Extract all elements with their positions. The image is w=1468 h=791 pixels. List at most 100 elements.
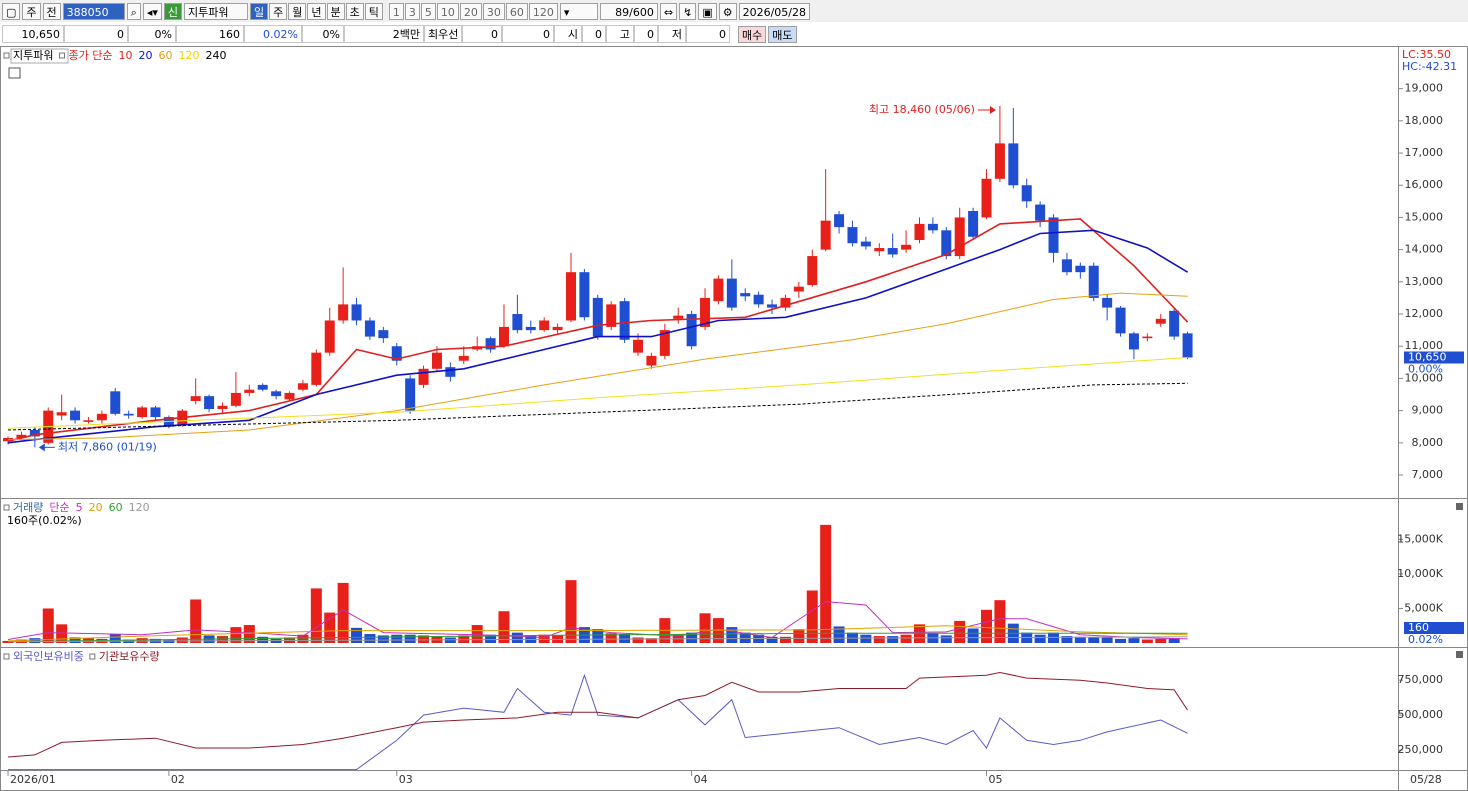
legend-icon: [3, 653, 10, 660]
candle-body: [190, 396, 201, 401]
candle-body: [740, 293, 751, 297]
candle-body: [954, 217, 965, 257]
candle-body: [619, 301, 630, 340]
info-cell: 2백만: [344, 25, 424, 43]
candle-body: [633, 339, 644, 353]
candle-body: [244, 389, 255, 393]
legend-prefix: 종가 단순: [68, 49, 112, 62]
interval-button[interactable]: 분: [326, 2, 345, 20]
sound-button[interactable]: ◂▾: [142, 2, 162, 20]
volume-bar: [471, 625, 483, 643]
interval-button[interactable]: 년: [307, 2, 326, 20]
candle-body: [1142, 336, 1153, 339]
volume-bar: [377, 635, 389, 643]
y-tick-label: 8,000: [1412, 436, 1444, 449]
tool-button[interactable]: ⇔: [659, 2, 678, 20]
unit-button[interactable]: 30: [482, 2, 505, 20]
y-tick-label: 14,000: [1405, 243, 1444, 256]
title-box: [10, 48, 69, 64]
period-select[interactable]: 주: [22, 2, 41, 20]
y-tick-label: 250,000: [1398, 743, 1444, 756]
name-input[interactable]: 지투파워: [184, 2, 248, 20]
candle-body: [1008, 143, 1019, 186]
unit-button[interactable]: 60: [505, 2, 528, 20]
info-cell: 0: [582, 25, 606, 43]
candle-body: [137, 407, 148, 418]
table-icon[interactable]: [8, 67, 21, 79]
unit-button[interactable]: 3: [404, 2, 420, 20]
candle-body: [673, 315, 684, 319]
candle-body: [1075, 265, 1086, 273]
y-tick-label: 12,000: [1405, 307, 1444, 320]
date-input[interactable]: 2026/05/28: [738, 2, 810, 20]
volume-bar: [887, 636, 899, 643]
current-change: 0.02%: [1408, 633, 1443, 646]
candle-body: [1102, 297, 1113, 308]
unit-button[interactable]: 10: [436, 2, 459, 20]
legend-entry: 120: [178, 49, 199, 62]
legend-entry: 60: [109, 501, 123, 514]
info-cell: 0: [502, 25, 554, 43]
candle-body: [1061, 259, 1072, 273]
volume-bar: [243, 625, 255, 643]
mode-button[interactable]: 전: [42, 2, 61, 20]
candle-body: [901, 244, 912, 250]
candle-body: [914, 223, 925, 240]
save-button[interactable]: ▣: [698, 2, 717, 20]
volume-bar: [873, 636, 885, 643]
unit-group: 1 3 5 10 20 30 60 120: [388, 2, 558, 20]
unit-button[interactable]: 5: [420, 2, 436, 20]
interval-button[interactable]: 주: [269, 2, 288, 20]
legend-prefix: 단순: [49, 501, 69, 514]
y-tick-label: 15,000: [1405, 210, 1444, 223]
info-cell: 0: [462, 25, 502, 43]
unit-button[interactable]: 1: [388, 2, 404, 20]
candle-body: [1021, 185, 1032, 202]
unit-button[interactable]: 120: [528, 2, 558, 20]
candle-body: [874, 248, 885, 252]
window-icon[interactable]: ▢: [2, 2, 21, 20]
sell-button[interactable]: 매도: [768, 25, 797, 43]
candle-body: [820, 220, 831, 250]
interval-button[interactable]: 틱: [364, 2, 383, 20]
volume-bar: [190, 599, 202, 643]
volume-bar: [592, 629, 604, 643]
volume-bar: [42, 608, 54, 643]
y-tick-label: 13,000: [1405, 275, 1444, 288]
candle-body: [753, 294, 764, 305]
unit-button[interactable]: 20: [459, 2, 482, 20]
buy-button[interactable]: 매수: [738, 25, 767, 43]
candle-body: [351, 304, 362, 321]
close-box[interactable]: [1456, 651, 1463, 658]
count-input[interactable]: 89/600: [599, 2, 658, 20]
blank-select[interactable]: ▾: [559, 2, 598, 20]
volume-bar: [645, 638, 657, 643]
volume-bar: [418, 635, 430, 643]
info-cells: 10,650 0 0% 160 0.02% 0% 2백만 최우선 0 0 시 0 고 0 저 0: [2, 25, 730, 43]
candle-body: [110, 391, 121, 414]
frame: [0, 46, 1468, 791]
settings-button[interactable]: ⚙: [718, 2, 737, 20]
interval-button[interactable]: 일: [250, 2, 269, 20]
x-tick-label: 2026/01: [10, 773, 56, 786]
volume-bar: [820, 524, 832, 643]
candle-body: [418, 368, 429, 385]
tool-button[interactable]: ↯: [679, 2, 697, 20]
close-box[interactable]: [1456, 503, 1463, 510]
volume-bar: [860, 634, 872, 643]
legend-icon: [3, 504, 10, 511]
volume-bar: [699, 613, 711, 643]
interval-button[interactable]: 초: [345, 2, 364, 20]
search-button[interactable]: ⌕: [126, 2, 141, 20]
candle-body: [512, 314, 523, 331]
candle-body: [338, 304, 349, 321]
candle-body: [927, 223, 938, 231]
interval-button[interactable]: 월: [288, 2, 307, 20]
current-label: 10,650: [1408, 351, 1447, 364]
y-tick-label: 750,000: [1398, 673, 1444, 686]
info-cell: 0.02%: [244, 25, 302, 43]
code-input[interactable]: 388050: [62, 2, 125, 20]
candle-body: [311, 352, 322, 385]
current-box: [1404, 351, 1464, 364]
